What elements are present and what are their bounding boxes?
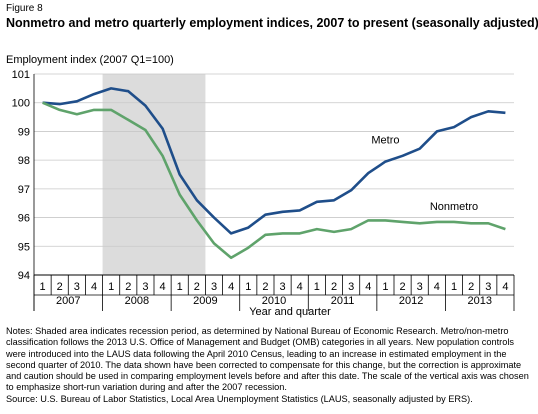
quarter-tick-label: 4	[91, 281, 97, 293]
quarter-tick-label: 3	[74, 281, 80, 293]
y-tick-label: 98	[18, 155, 30, 167]
quarter-tick-label: 1	[451, 281, 457, 293]
quarter-tick-label: 4	[160, 281, 166, 293]
quarter-tick-label: 1	[177, 281, 183, 293]
quarter-tick-label: 2	[57, 281, 63, 293]
quarter-tick-label: 2	[125, 281, 131, 293]
source-text: Source: U.S. Bureau of Labor Statistics,…	[6, 393, 473, 404]
quarter-tick-label: 3	[211, 281, 217, 293]
x-axis-label: Year and quarter	[249, 306, 331, 318]
quarter-tick-label: 2	[468, 281, 474, 293]
y-tick-label: 97	[18, 184, 30, 196]
quarter-tick-label: 4	[228, 281, 234, 293]
year-tick-label: 2007	[56, 295, 80, 307]
quarter-tick-label: 3	[280, 281, 286, 293]
figure-label: Figure 8	[6, 3, 43, 14]
year-tick-label: 2012	[399, 295, 423, 307]
quarter-tick-label: 1	[40, 281, 46, 293]
year-tick-label: 2011	[331, 295, 355, 307]
notes-text: Notes: Shaded area indicates recession p…	[6, 326, 529, 393]
quarter-tick-label: 2	[262, 281, 268, 293]
quarter-tick-label: 2	[331, 281, 337, 293]
series-line-metro	[42, 87, 506, 235]
quarter-tick-label: 1	[245, 281, 251, 293]
year-tick-label: 2008	[125, 295, 149, 307]
y-tick-label: 101	[12, 69, 30, 81]
quarter-tick-label: 4	[434, 281, 440, 293]
quarter-tick-label: 4	[365, 281, 371, 293]
quarter-tick-label: 3	[417, 281, 423, 293]
quarter-tick-label: 1	[382, 281, 388, 293]
recession-shading	[102, 74, 206, 275]
series-label-metro: Metro	[371, 135, 399, 147]
quarter-tick-label: 4	[297, 281, 303, 293]
quarter-tick-label: 2	[194, 281, 200, 293]
y-tick-label: 99	[18, 126, 30, 138]
series-line-nonmetro	[42, 101, 506, 260]
y-tick-label: 94	[18, 270, 30, 282]
chart-title: Nonmetro and metro quarterly employment …	[6, 16, 538, 30]
y-tick-label: 100	[12, 98, 30, 110]
quarter-tick-label: 4	[502, 281, 508, 293]
quarter-tick-label: 3	[485, 281, 491, 293]
quarter-tick-label: 1	[108, 281, 114, 293]
quarter-tick-label: 3	[348, 281, 354, 293]
year-tick-label: 2013	[467, 295, 491, 307]
quarter-tick-label: 2	[400, 281, 406, 293]
y-tick-label: 95	[18, 241, 30, 253]
y-axis-label: Employment index (2007 Q1=100)	[6, 54, 174, 66]
quarter-tick-label: 1	[314, 281, 320, 293]
chart-notes: Notes: Shaded area indicates recession p…	[6, 326, 534, 405]
y-tick-label: 96	[18, 213, 30, 225]
quarter-tick-label: 3	[142, 281, 148, 293]
year-tick-label: 2009	[193, 295, 217, 307]
series-label-nonmetro: Nonmetro	[430, 201, 478, 213]
year-tick-label: 2010	[262, 295, 286, 307]
